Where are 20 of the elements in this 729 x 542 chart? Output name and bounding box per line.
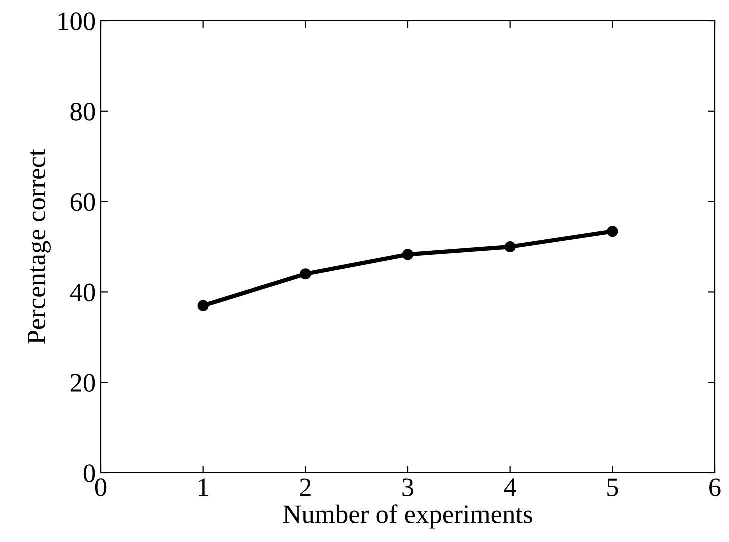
y-axis-title: Percentage correct	[28, 149, 51, 344]
y-tick-label: 60	[70, 193, 96, 212]
y-tick-label: 100	[58, 12, 96, 30]
y-tick-label: 0	[84, 464, 96, 482]
y-tick-label: 80	[70, 103, 96, 121]
x-tick-label: 5	[608, 478, 618, 496]
point	[504, 241, 516, 253]
x-axis-title: Number of experiments	[283, 504, 532, 529]
point	[300, 268, 312, 280]
x-tick-label: 4	[504, 478, 517, 496]
point	[607, 226, 618, 238]
y-tick-label: 40	[70, 284, 96, 302]
y-tick-label: 20	[70, 374, 96, 392]
x-tick-label: 6	[710, 478, 721, 496]
x-tick-label: 2	[300, 478, 311, 496]
point	[402, 249, 414, 260]
x-tick-label: 1	[199, 478, 208, 496]
x-tick-label: 3	[402, 478, 414, 496]
x-tick-label: 0	[95, 478, 107, 496]
point	[198, 300, 209, 312]
